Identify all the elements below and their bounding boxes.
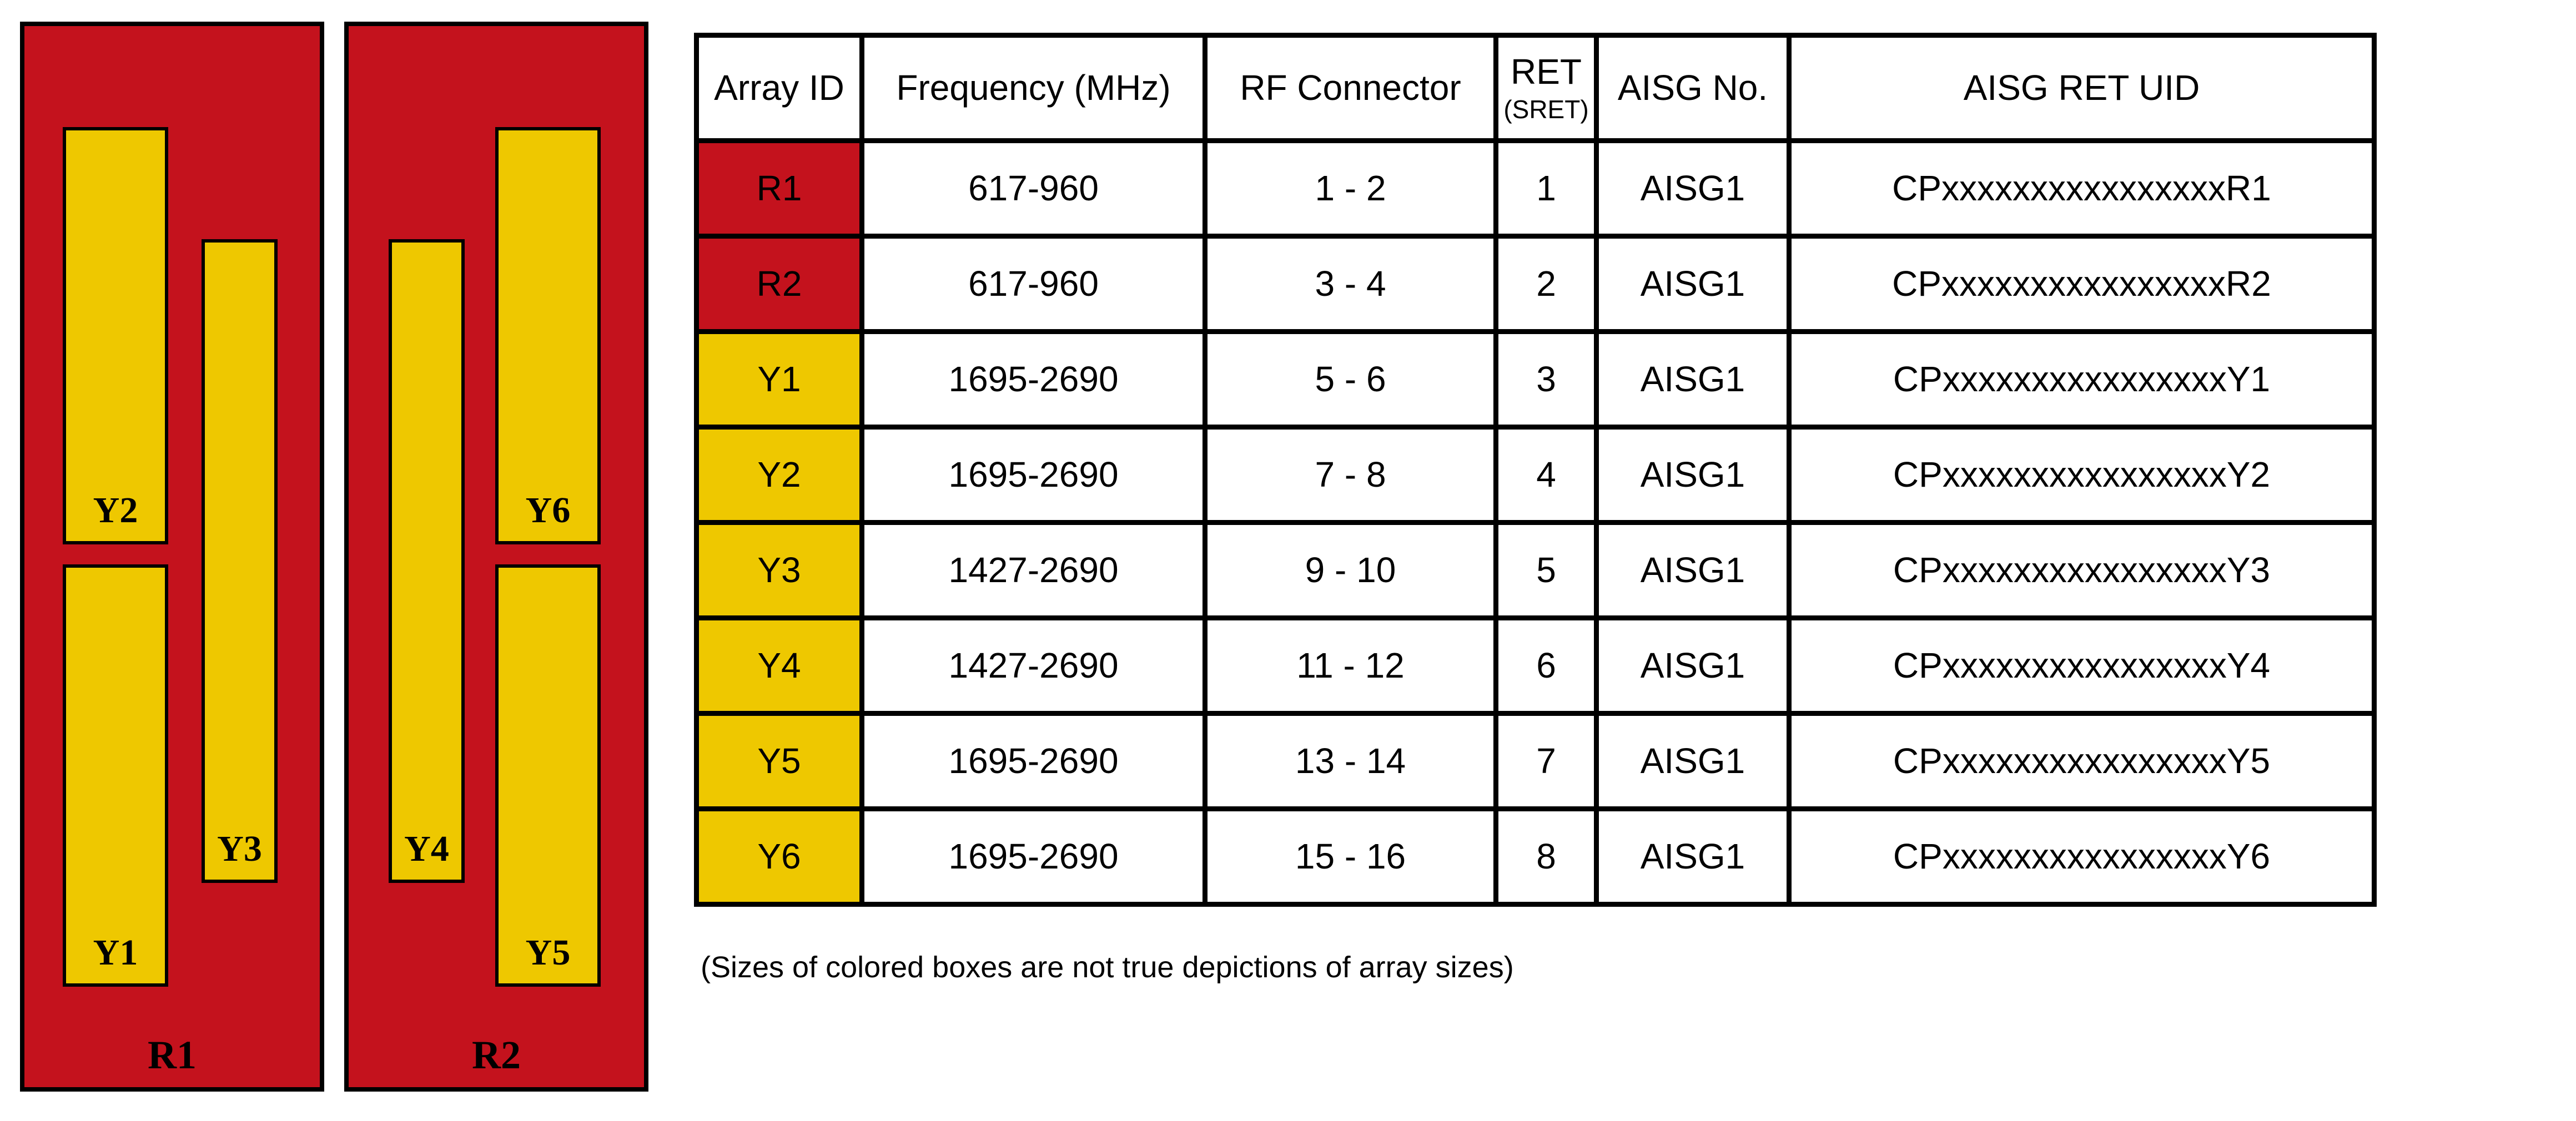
cell-ret: 6 <box>1493 615 1599 716</box>
cell-rf-connector: 9 - 10 <box>1203 520 1498 620</box>
col-header-frequency: Frequency (MHz) <box>859 33 1208 143</box>
table-row-y5: Y5 1695-2690 13 - 14 7 AISG1 CPxxxxxxxxx… <box>694 711 2377 811</box>
array-box-y3: Y3 <box>202 239 278 883</box>
size-disclaimer-note: (Sizes of colored boxes are not true dep… <box>701 951 1514 984</box>
cell-array-id: Y1 <box>694 329 864 430</box>
cell-frequency: 617-960 <box>859 138 1208 239</box>
cell-aisg-ret-uid: CPxxxxxxxxxxxxxxxxY6 <box>1787 806 2377 907</box>
cell-aisg-no: AISG1 <box>1594 138 1792 239</box>
array-box-y2: Y2 <box>63 127 168 544</box>
array-box-y4: Y4 <box>389 239 465 883</box>
cell-rf-connector: 15 - 16 <box>1203 806 1498 907</box>
cell-aisg-no: AISG1 <box>1594 806 1792 907</box>
table-header-row: Array ID Frequency (MHz) RF Connector RE… <box>694 33 2377 143</box>
cell-array-id: Y2 <box>694 425 864 525</box>
cell-aisg-ret-uid: CPxxxxxxxxxxxxxxxxY4 <box>1787 615 2377 716</box>
cell-rf-connector: 3 - 4 <box>1203 234 1498 334</box>
array-box-y6: Y6 <box>495 127 601 544</box>
cell-aisg-no: AISG1 <box>1594 329 1792 430</box>
cell-aisg-no: AISG1 <box>1594 425 1792 525</box>
col-header-ret: RET (SRET) <box>1493 33 1599 143</box>
cell-frequency: 1695-2690 <box>859 806 1208 907</box>
table-row-y6: Y6 1695-2690 15 - 16 8 AISG1 CPxxxxxxxxx… <box>694 806 2377 907</box>
col-header-ret-main: RET <box>1511 52 1582 92</box>
cell-array-id: Y3 <box>694 520 864 620</box>
cell-aisg-ret-uid: CPxxxxxxxxxxxxxxxxR1 <box>1787 138 2377 239</box>
ret-config-table: Array ID Frequency (MHz) RF Connector RE… <box>694 33 2377 907</box>
cell-rf-connector: 7 - 8 <box>1203 425 1498 525</box>
array-box-label-y6: Y6 <box>525 490 571 531</box>
cell-array-id: Y6 <box>694 806 864 907</box>
array-box-label-y3: Y3 <box>217 829 262 869</box>
table-row-y3: Y3 1427-2690 9 - 10 5 AISG1 CPxxxxxxxxxx… <box>694 520 2377 620</box>
cell-array-id: Y5 <box>694 711 864 811</box>
cell-aisg-ret-uid: CPxxxxxxxxxxxxxxxxY1 <box>1787 329 2377 430</box>
array-box-label-y5: Y5 <box>525 932 571 973</box>
cell-ret: 4 <box>1493 425 1599 525</box>
cell-ret: 1 <box>1493 138 1599 239</box>
antenna-panel-r1: Y2 Y3 Y1 R1 <box>20 22 324 1092</box>
cell-aisg-ret-uid: CPxxxxxxxxxxxxxxxxY2 <box>1787 425 2377 525</box>
array-box-label-y4: Y4 <box>404 829 449 869</box>
cell-ret: 3 <box>1493 329 1599 430</box>
cell-aisg-no: AISG1 <box>1594 711 1792 811</box>
cell-frequency: 1695-2690 <box>859 425 1208 525</box>
cell-aisg-no: AISG1 <box>1594 520 1792 620</box>
col-header-aisg-no: AISG No. <box>1594 33 1792 143</box>
col-header-ret-sub: (SRET) <box>1503 94 1589 124</box>
antenna-panel-r2: Y4 Y6 Y5 R2 <box>344 22 648 1092</box>
table-row-r1: R1 617-960 1 - 2 1 AISG1 CPxxxxxxxxxxxxx… <box>694 138 2377 239</box>
cell-frequency: 1695-2690 <box>859 711 1208 811</box>
array-box-y5: Y5 <box>495 564 601 987</box>
cell-ret: 8 <box>1493 806 1599 907</box>
cell-frequency: 1695-2690 <box>859 329 1208 430</box>
array-box-label-y1: Y1 <box>93 932 138 973</box>
cell-aisg-ret-uid: CPxxxxxxxxxxxxxxxxY5 <box>1787 711 2377 811</box>
array-box-label-y2: Y2 <box>93 490 138 531</box>
cell-ret: 5 <box>1493 520 1599 620</box>
cell-aisg-ret-uid: CPxxxxxxxxxxxxxxxxR2 <box>1787 234 2377 334</box>
table-row-y2: Y2 1695-2690 7 - 8 4 AISG1 CPxxxxxxxxxxx… <box>694 425 2377 525</box>
cell-frequency: 1427-2690 <box>859 520 1208 620</box>
array-box-y1: Y1 <box>63 564 168 987</box>
cell-aisg-no: AISG1 <box>1594 234 1792 334</box>
col-header-array-id: Array ID <box>694 33 864 143</box>
panel-label-r2: R2 <box>472 1033 521 1077</box>
cell-rf-connector: 13 - 14 <box>1203 711 1498 811</box>
col-header-rf-connector: RF Connector <box>1203 33 1498 143</box>
cell-frequency: 1427-2690 <box>859 615 1208 716</box>
cell-array-id: R1 <box>694 138 864 239</box>
table-row-r2: R2 617-960 3 - 4 2 AISG1 CPxxxxxxxxxxxxx… <box>694 234 2377 334</box>
cell-rf-connector: 5 - 6 <box>1203 329 1498 430</box>
cell-array-id: Y4 <box>694 615 864 716</box>
cell-aisg-no: AISG1 <box>1594 615 1792 716</box>
cell-ret: 7 <box>1493 711 1599 811</box>
cell-frequency: 617-960 <box>859 234 1208 334</box>
cell-ret: 2 <box>1493 234 1599 334</box>
table-row-y4: Y4 1427-2690 11 - 12 6 AISG1 CPxxxxxxxxx… <box>694 615 2377 716</box>
cell-aisg-ret-uid: CPxxxxxxxxxxxxxxxxY3 <box>1787 520 2377 620</box>
col-header-aisg-ret-uid: AISG RET UID <box>1787 33 2377 143</box>
cell-rf-connector: 1 - 2 <box>1203 138 1498 239</box>
table-row-y1: Y1 1695-2690 5 - 6 3 AISG1 CPxxxxxxxxxxx… <box>694 329 2377 430</box>
cell-rf-connector: 11 - 12 <box>1203 615 1498 716</box>
cell-array-id: R2 <box>694 234 864 334</box>
panel-label-r1: R1 <box>148 1033 197 1077</box>
